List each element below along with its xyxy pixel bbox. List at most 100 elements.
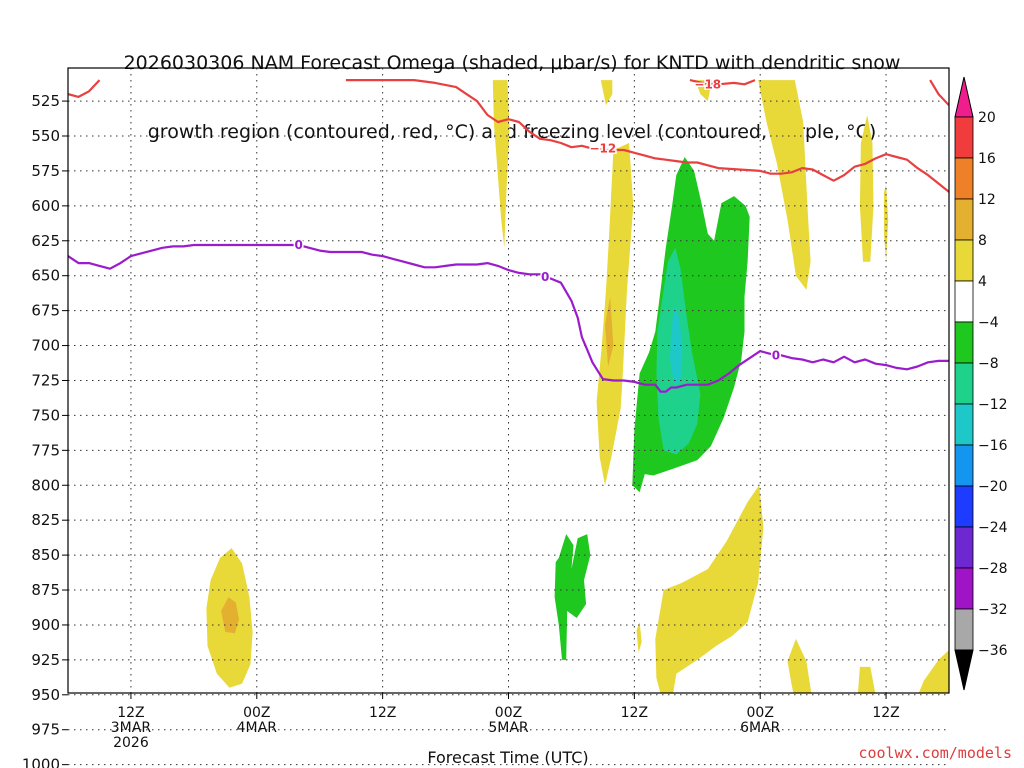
y-tick-label-700: 700 <box>31 337 60 355</box>
colorbar-swatch-0 <box>954 116 974 159</box>
y-tick-label-650: 650 <box>31 267 60 285</box>
contour-label-2: 0 <box>295 238 303 252</box>
y-tick-label-900: 900 <box>31 616 60 634</box>
colorbar-swatch-9 <box>954 485 974 528</box>
y-tick-label-550: 550 <box>31 127 60 145</box>
colorbar-label-2: 12 <box>978 192 996 208</box>
y-tick-label-875: 875 <box>31 581 60 599</box>
colorbar-bottom-triangle <box>954 649 974 691</box>
omega-region-6 <box>758 80 811 290</box>
chart-title-line2: growth region (contoured, red, °C) and f… <box>147 121 877 143</box>
colorbar-label-4: 4 <box>978 274 987 290</box>
colorbar-label-3: 8 <box>978 233 987 249</box>
omega-region-13 <box>857 666 876 693</box>
contour-label-4: 0 <box>772 348 780 362</box>
y-tick-label-950: 950 <box>31 686 60 704</box>
colorbar-swatch-10 <box>954 526 974 569</box>
contour-line-0 <box>68 79 101 99</box>
omega-region-19 <box>554 534 591 660</box>
y-tick-label-575: 575 <box>31 162 60 180</box>
x-tick-label-5-1: 00Z <box>747 705 774 721</box>
colorbar-swatch-1 <box>954 157 974 200</box>
omega-region-4 <box>605 296 614 367</box>
colorbar-swatch-3 <box>954 239 974 282</box>
omega-region-11 <box>636 622 642 653</box>
contour-label-0: −18 <box>694 77 721 91</box>
grid-lines <box>68 68 949 766</box>
y-tick-label-600: 600 <box>31 197 60 215</box>
colorbar-label-12: −32 <box>978 602 1008 618</box>
y-tick-label-725: 725 <box>31 371 60 389</box>
y-tick-label-750: 750 <box>31 406 60 424</box>
omega-region-20 <box>182 716 233 757</box>
omega-shading <box>182 80 949 757</box>
y-tick-label-525: 525 <box>31 92 60 110</box>
omega-region-1 <box>221 597 239 634</box>
x-tick-label-6-1: 12Z <box>872 705 899 721</box>
x-tick-label-1-2: 4MAR <box>237 720 278 736</box>
omega-region-5 <box>600 80 613 106</box>
colorbar-swatch-5 <box>954 321 974 364</box>
colorbar-swatch-11 <box>954 567 974 610</box>
contour-line-4 <box>68 243 949 393</box>
y-tick-label-1000: 1000 <box>22 756 60 768</box>
colorbar-label-6: −8 <box>978 356 999 372</box>
contour-line-2 <box>689 79 756 86</box>
omega-region-16 <box>632 157 750 493</box>
colorbar-label-8: −16 <box>978 438 1008 454</box>
x-tick-label-1-1: 00Z <box>243 705 270 721</box>
colorbar-label-5: −4 <box>978 315 999 331</box>
omega-region-18 <box>670 306 683 385</box>
omega-region-9 <box>695 80 712 102</box>
colorbar-swatch-2 <box>954 198 974 241</box>
contour-lines <box>68 78 949 393</box>
contour-label-3: 0 <box>541 270 549 284</box>
y-tick-label-625: 625 <box>31 232 60 250</box>
colorbar-top-triangle <box>954 76 974 118</box>
x-tick-label-3-2: 5MAR <box>488 720 529 736</box>
contour-line-1 <box>345 78 949 193</box>
x-tick-label-4-1: 12Z <box>621 705 648 721</box>
colorbar-label-9: −20 <box>978 479 1008 495</box>
x-tick-label-5-2: 6MAR <box>740 720 781 736</box>
y-tick-label-850: 850 <box>31 546 60 564</box>
colorbar-label-11: −28 <box>978 561 1008 577</box>
colorbar-label-10: −24 <box>978 520 1008 536</box>
omega-region-14 <box>918 650 949 693</box>
credit-text: coolwx.com/models <box>858 744 1012 762</box>
x-tick-label-0-1: 12Z <box>117 705 144 721</box>
y-tick-label-775: 775 <box>31 441 60 459</box>
colorbar: 20 16 12 8 4 −4 −8 −12 −16 −20 −24 −28 −32 −36 <box>954 76 1008 691</box>
colorbar-swatch-4 <box>954 280 974 323</box>
x-tick-label-0-3: 2026 <box>113 735 149 751</box>
colorbar-swatch-8 <box>954 444 974 487</box>
y-tick-label-925: 925 <box>31 651 60 669</box>
y-tick-label-800: 800 <box>31 476 60 494</box>
contour-label-1: −12 <box>590 142 617 156</box>
x-tick-label-0-2: 3MAR <box>111 720 152 736</box>
contour-labels: −18 −12 0 0 0 <box>293 76 782 364</box>
colorbar-swatch-12 <box>954 608 974 651</box>
y-tick-label-825: 825 <box>31 511 60 529</box>
y-tick-label-975: 975 <box>31 721 60 739</box>
x-tick-label-2-1: 12Z <box>369 705 396 721</box>
colorbar-label-0: 20 <box>978 110 996 126</box>
omega-region-2 <box>492 80 510 248</box>
omega-region-12 <box>787 638 812 693</box>
contour-line-3 <box>929 79 949 107</box>
omega-region-7 <box>859 115 874 262</box>
omega-region-8 <box>884 184 889 262</box>
colorbar-label-1: 16 <box>978 151 996 167</box>
y-tick-label-675: 675 <box>31 302 60 320</box>
omega-region-3 <box>596 143 634 486</box>
colorbar-swatch-6 <box>954 362 974 405</box>
colorbar-label-13: −36 <box>978 643 1008 659</box>
y-axis-ticks: 525 550 575 600 625 650 675 700 725 750 775 800 825 8… <box>22 92 68 768</box>
colorbar-swatch-7 <box>954 403 974 446</box>
x-axis-label: Forecast Time (UTC) <box>427 748 588 767</box>
x-tick-label-3-1: 00Z <box>495 705 522 721</box>
colorbar-label-7: −12 <box>978 397 1008 413</box>
omega-region-10 <box>655 485 764 693</box>
